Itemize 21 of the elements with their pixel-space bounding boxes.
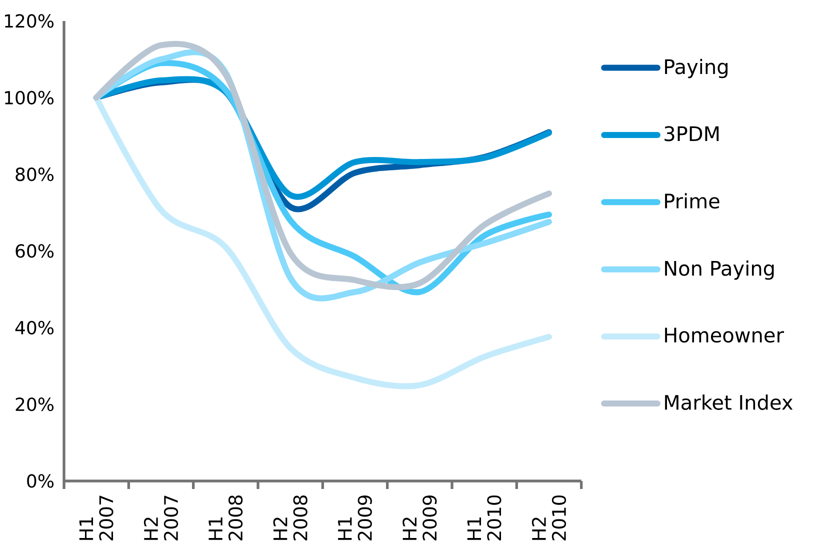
x-tick-label: H1 2010 bbox=[467, 495, 502, 540]
legend-label: Homeowner bbox=[665, 328, 784, 343]
legend-label: Paying bbox=[665, 58, 728, 78]
y-tick-label: 40% bbox=[15, 320, 54, 334]
y-tick-label: 120% bbox=[5, 14, 54, 28]
x-tick-label: H2 2010 bbox=[532, 495, 566, 540]
x-tick-label: H1 2008 bbox=[208, 495, 243, 540]
legend-label: 3PDM bbox=[664, 126, 719, 142]
legend-label: Market Index bbox=[665, 394, 793, 410]
legend-label: Prime bbox=[665, 193, 720, 209]
x-tick-label: H1 2009 bbox=[338, 496, 372, 540]
x-tick-label: H2 2008 bbox=[273, 495, 308, 540]
legend-label: Non Paying bbox=[665, 260, 774, 280]
y-tick-label: 100% bbox=[5, 90, 54, 104]
x-tick-label: H2 2009 bbox=[402, 496, 437, 540]
x-tick-label: H2 2007 bbox=[144, 496, 178, 540]
x-tick-label: H1 2007 bbox=[79, 496, 114, 540]
y-tick-label: 0% bbox=[27, 474, 54, 488]
y-tick-label: 80% bbox=[16, 168, 54, 182]
y-tick-label: 20% bbox=[16, 398, 54, 412]
y-tick-label: 60% bbox=[16, 244, 54, 258]
